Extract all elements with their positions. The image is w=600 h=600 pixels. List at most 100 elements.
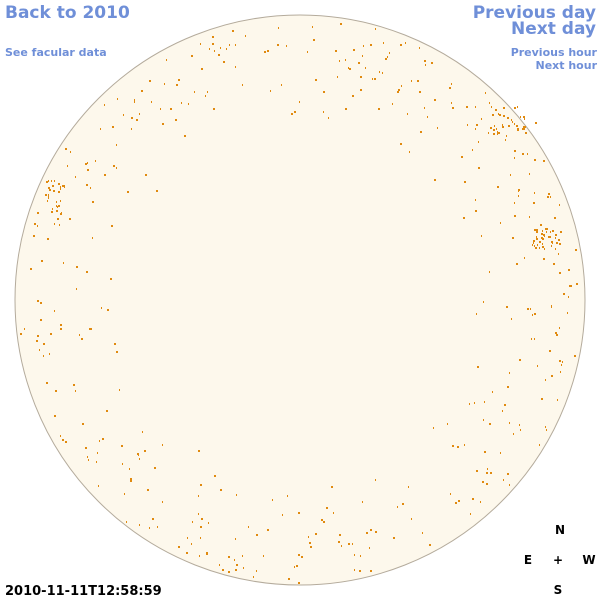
facula <box>520 429 521 431</box>
next-hour-link[interactable]: Next hour <box>536 59 598 72</box>
facula <box>375 28 376 30</box>
facula <box>60 188 61 190</box>
facula <box>464 444 465 446</box>
facula <box>299 101 300 103</box>
facula <box>248 526 249 528</box>
facula <box>69 218 71 220</box>
facula <box>365 67 366 69</box>
facula <box>470 513 471 515</box>
facula <box>537 365 538 367</box>
facula <box>256 570 257 572</box>
facula <box>514 123 515 125</box>
facula <box>220 47 221 49</box>
facula <box>478 167 480 169</box>
facula <box>54 415 56 417</box>
facula <box>434 179 436 181</box>
facula <box>122 463 123 465</box>
facula <box>34 223 36 225</box>
facula <box>134 101 135 103</box>
facula <box>529 173 530 175</box>
facula <box>199 555 200 557</box>
solar-disk <box>14 14 586 586</box>
facula <box>522 153 524 155</box>
facular-link[interactable]: See facular data <box>5 46 107 59</box>
facula <box>569 285 570 287</box>
previous-hour-link[interactable]: Previous hour <box>511 46 598 59</box>
facula <box>568 296 569 298</box>
facula <box>417 80 419 82</box>
facula <box>389 52 390 54</box>
facula <box>191 543 192 545</box>
facula <box>236 564 238 566</box>
facula <box>556 334 558 336</box>
facula <box>534 245 535 247</box>
facula <box>110 278 112 280</box>
facula <box>555 234 557 236</box>
facula <box>354 554 355 556</box>
facula <box>523 126 524 128</box>
facula <box>529 216 530 218</box>
facula <box>497 186 499 188</box>
facula <box>20 333 22 335</box>
facula <box>149 527 150 529</box>
facula <box>519 359 521 361</box>
facula <box>138 454 139 456</box>
facula <box>400 143 402 145</box>
facula <box>476 124 478 126</box>
facula <box>349 68 351 70</box>
facula <box>493 133 495 135</box>
back-link[interactable]: Back to 2010 <box>5 3 130 23</box>
facula <box>218 54 220 56</box>
facula <box>499 114 501 116</box>
facula <box>76 288 77 290</box>
facula <box>551 375 553 377</box>
facula <box>431 62 433 64</box>
facula <box>236 494 237 496</box>
facula <box>358 62 360 64</box>
facula <box>362 501 363 503</box>
facula <box>517 128 519 130</box>
facula <box>514 202 515 204</box>
facula <box>104 174 106 176</box>
facula <box>243 567 244 569</box>
facula <box>495 109 497 111</box>
facula <box>89 328 91 330</box>
facula <box>509 372 510 374</box>
facula <box>270 90 271 92</box>
facula <box>511 119 512 121</box>
facula <box>402 503 404 505</box>
facula <box>129 468 130 470</box>
facula <box>489 102 490 104</box>
facula <box>555 248 556 250</box>
facula <box>575 249 577 251</box>
previous-day-link[interactable]: Previous day <box>473 3 596 23</box>
facula <box>175 119 177 121</box>
facula <box>539 444 540 446</box>
facula <box>328 117 329 119</box>
facula <box>359 570 361 572</box>
facula <box>54 310 55 312</box>
facula <box>524 128 525 130</box>
facula <box>451 83 452 85</box>
facula <box>352 543 353 545</box>
facula <box>145 174 147 176</box>
facula <box>127 191 129 193</box>
facula <box>378 108 380 110</box>
facula <box>198 495 199 497</box>
facula <box>92 237 93 239</box>
facula <box>131 117 133 119</box>
facula <box>63 262 64 264</box>
facula <box>154 467 156 469</box>
facula <box>214 475 216 477</box>
facula <box>556 242 558 244</box>
facula <box>486 483 488 485</box>
facula <box>494 125 495 127</box>
facula <box>533 240 535 242</box>
facula <box>337 76 338 78</box>
facula <box>307 51 308 53</box>
facula <box>503 115 505 117</box>
next-day-link[interactable]: Next day <box>511 19 596 39</box>
facula <box>296 565 298 567</box>
facula <box>113 165 115 167</box>
facula <box>40 319 42 321</box>
